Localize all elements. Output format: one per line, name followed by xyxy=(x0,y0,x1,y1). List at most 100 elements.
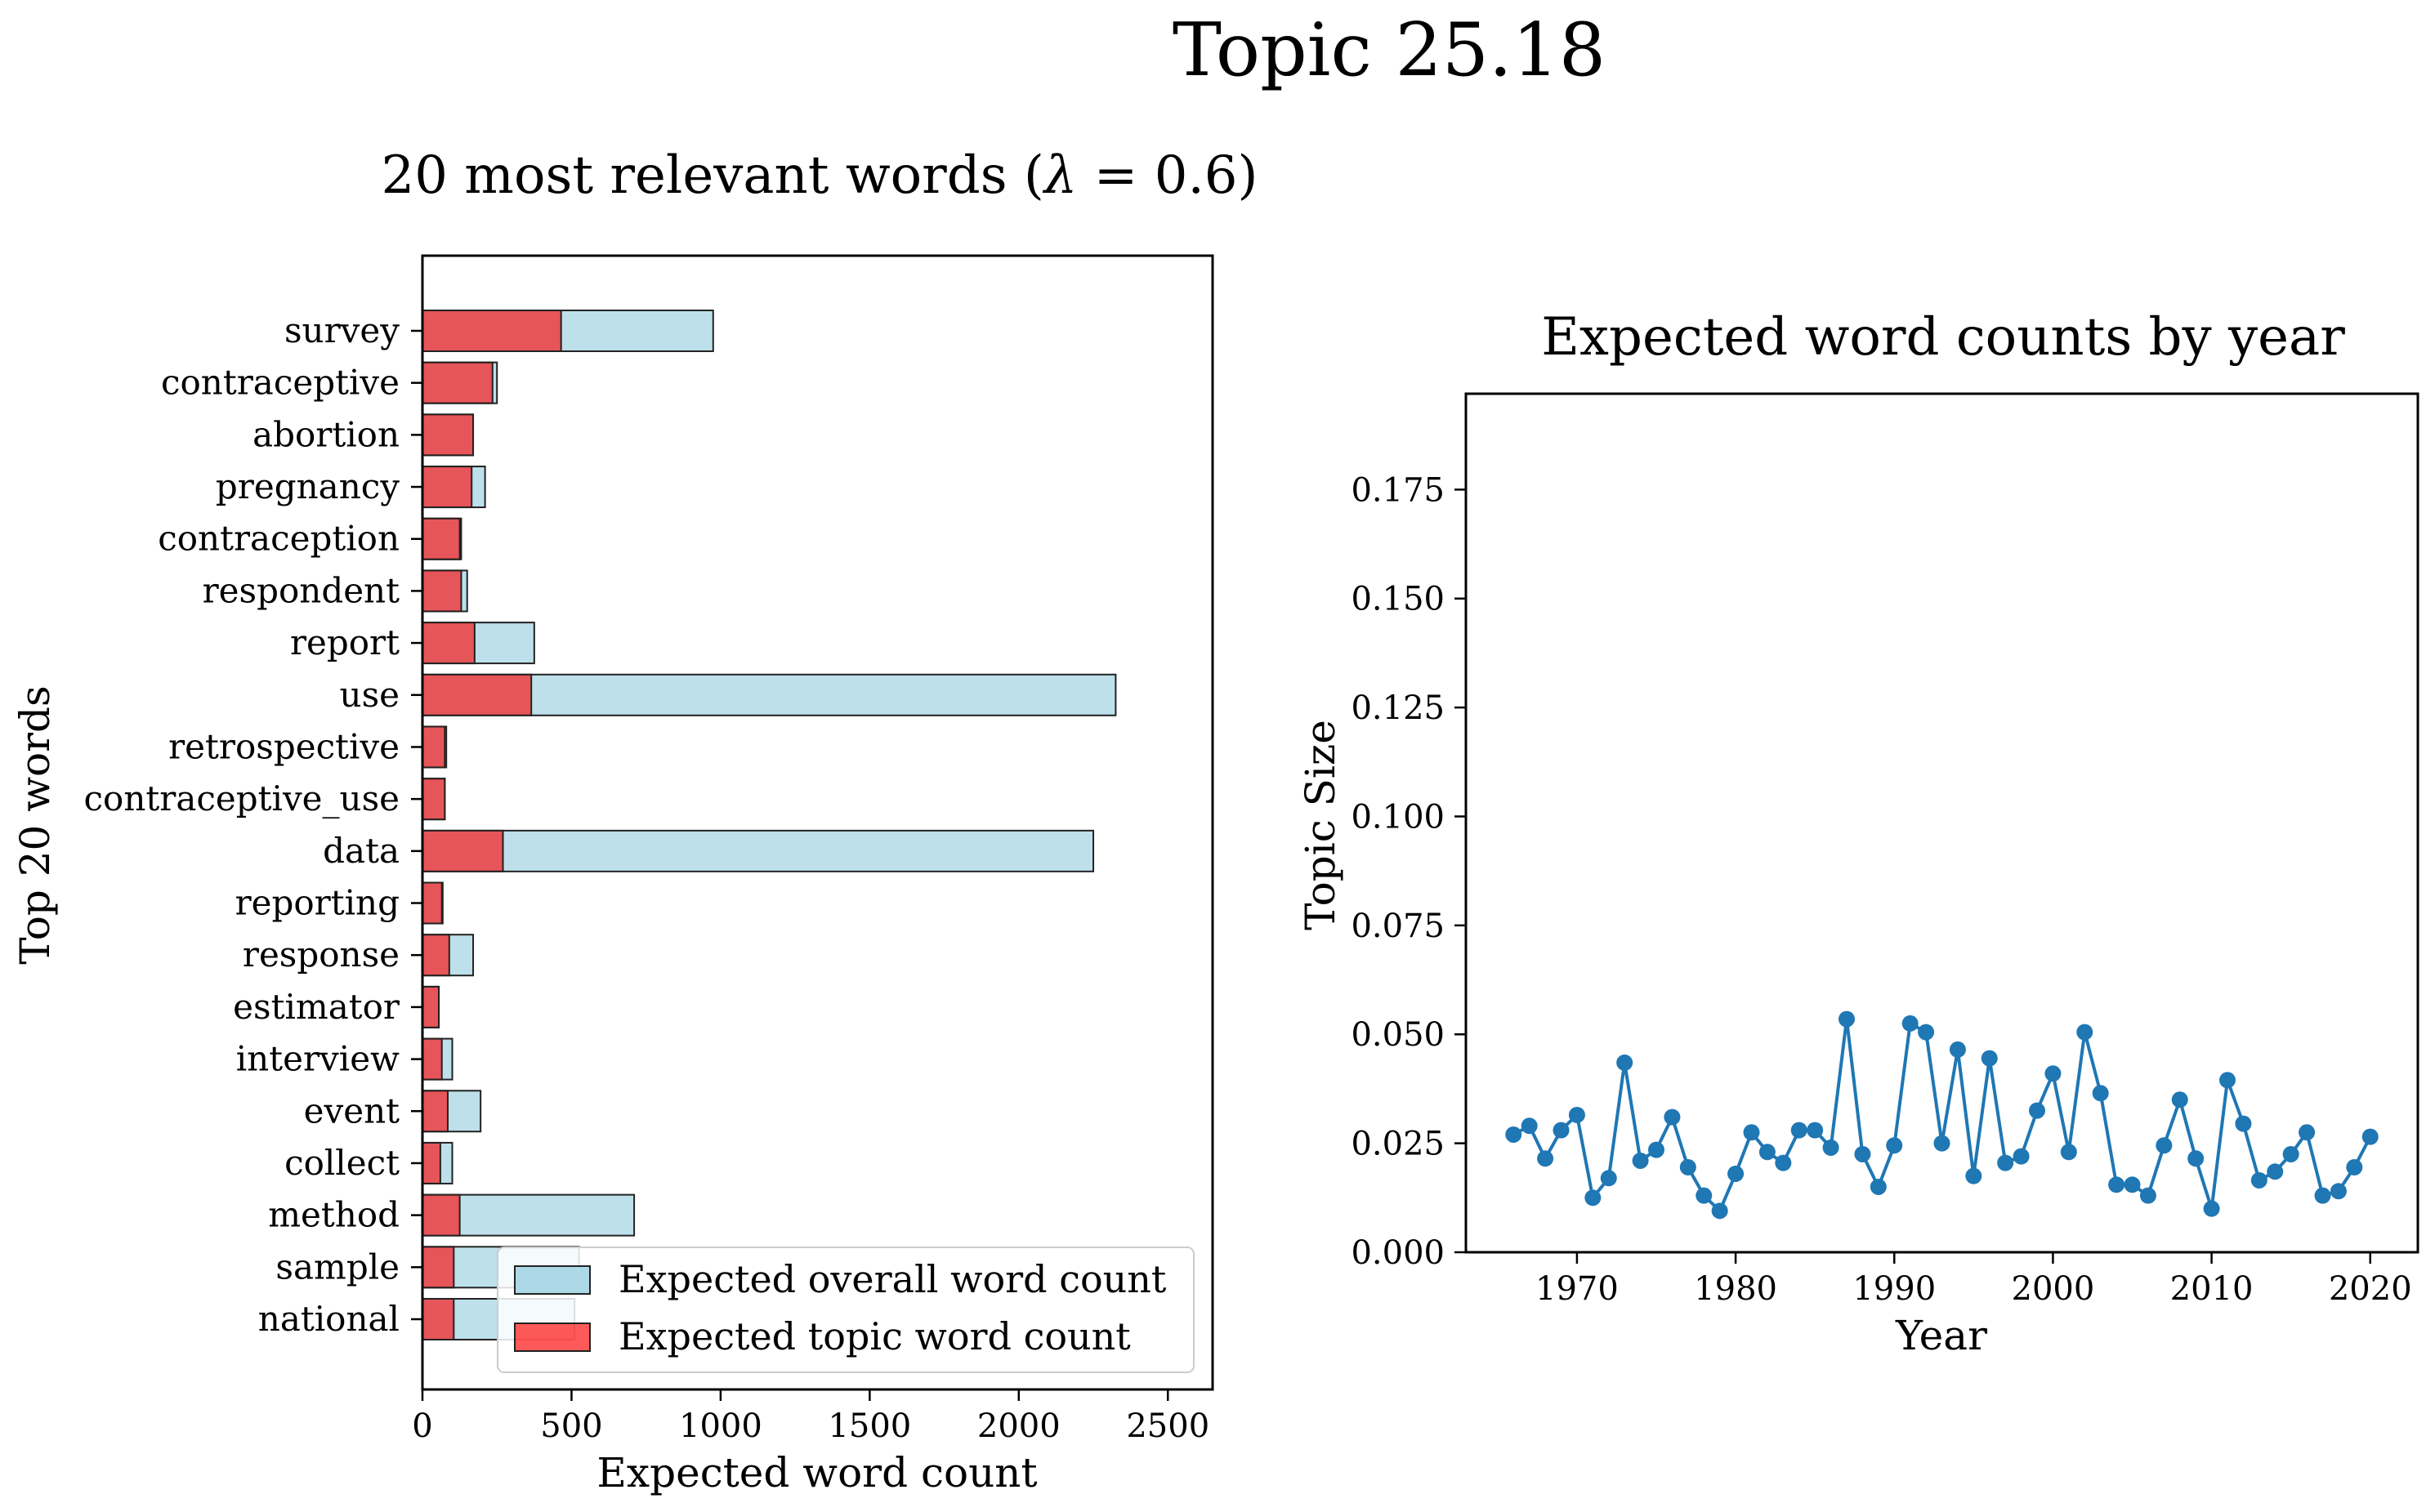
x-tick-label: 2000 xyxy=(2012,1270,2095,1308)
bar-topic-estimator xyxy=(422,985,440,1028)
bar-topic-contraceptive xyxy=(422,361,494,404)
bar-chart-legend: Expected overall word count Expected top… xyxy=(497,1247,1195,1373)
line-point-1967 xyxy=(1521,1117,1538,1135)
line-point-2003 xyxy=(2092,1085,2109,1102)
legend-swatch-topic xyxy=(514,1322,591,1352)
bar-topic-response xyxy=(422,934,450,977)
line-chart-title: Expected word counts by year xyxy=(1541,307,2345,368)
bar-topic-pregnancy xyxy=(422,466,473,509)
x-tick-label: 1990 xyxy=(1852,1270,1936,1308)
line-point-1974 xyxy=(1632,1152,1649,1169)
bar-topic-sample xyxy=(422,1246,455,1289)
line-point-1978 xyxy=(1696,1187,1713,1204)
line-point-2017 xyxy=(2314,1187,2331,1204)
line-point-1968 xyxy=(1537,1150,1554,1167)
line-point-1975 xyxy=(1648,1141,1664,1158)
line-point-1980 xyxy=(1727,1165,1745,1182)
bar-chart-frame xyxy=(421,254,1214,1391)
bar-chart-y-axis-label: Top 20 words xyxy=(11,685,59,964)
y-tick-label: 0.100 xyxy=(1351,798,1445,836)
line-point-2001 xyxy=(2060,1144,2077,1161)
line-point-1982 xyxy=(1758,1144,1776,1161)
line-point-1981 xyxy=(1743,1124,1760,1141)
x-tick-label: 2500 xyxy=(1126,1407,1209,1445)
line-point-2004 xyxy=(2108,1176,2125,1193)
y-tick-label: 0.000 xyxy=(1351,1234,1445,1272)
line-point-1987 xyxy=(1839,1010,1855,1028)
line-point-2011 xyxy=(2219,1072,2236,1089)
line-point-1984 xyxy=(1790,1122,1807,1139)
y-tick-label: 0.150 xyxy=(1351,581,1445,618)
bar-chart-x-axis-label: Expected word count xyxy=(596,1449,1037,1496)
line-point-2006 xyxy=(2139,1187,2156,1204)
bar-topic-survey xyxy=(422,310,562,352)
line-point-1995 xyxy=(1965,1167,1982,1184)
legend-swatch-overall xyxy=(514,1265,591,1295)
x-tick-label: 500 xyxy=(540,1407,602,1445)
y-tick-label-response: response xyxy=(243,934,400,975)
bar-topic-contraception xyxy=(422,517,461,560)
bar-chart-x-ticks: 0 500 1000 1500 2000 2500 xyxy=(412,1389,1209,1445)
bar-overall-data xyxy=(422,829,1095,872)
line-chart-series xyxy=(1505,1010,2379,1220)
line-point-1988 xyxy=(1854,1145,1871,1162)
bar-topic-retrospective xyxy=(422,725,446,769)
line-point-1985 xyxy=(1807,1122,1824,1139)
y-tick-label: 0.175 xyxy=(1351,471,1445,509)
line-point-2007 xyxy=(2156,1137,2173,1154)
line-chart-y-ticks: 0.000 0.025 0.050 0.075 0.100 0.125 0.150 0.175 xyxy=(1351,471,1466,1272)
line-point-2013 xyxy=(2250,1171,2267,1189)
bar-topic-use xyxy=(422,673,533,716)
line-point-2009 xyxy=(2187,1150,2205,1167)
line-point-1993 xyxy=(1933,1135,1950,1152)
line-chart-x-axis-label: Year xyxy=(1895,1312,1987,1359)
line-point-2016 xyxy=(2299,1124,2316,1141)
line-point-2015 xyxy=(2282,1145,2299,1162)
line-point-1997 xyxy=(1997,1154,2014,1171)
line-point-1989 xyxy=(1870,1178,1887,1195)
x-tick-label: 1980 xyxy=(1694,1270,1777,1308)
bar-chart-title: 20 most relevant words (λ = 0.6) xyxy=(382,145,1258,206)
line-point-1966 xyxy=(1505,1126,1522,1143)
line-point-2020 xyxy=(2361,1128,2379,1145)
y-tick-label-sample: sample xyxy=(275,1247,400,1287)
line-point-1996 xyxy=(1981,1050,1998,1067)
x-tick-label: 2010 xyxy=(2170,1270,2254,1308)
x-tick-label: 2020 xyxy=(2329,1270,2412,1308)
bar-topic-collect xyxy=(422,1141,441,1184)
bar-topic-event xyxy=(422,1090,449,1133)
y-tick-label-contraception: contraception xyxy=(158,519,400,559)
bar-topic-report xyxy=(422,622,476,665)
x-tick-label: 2000 xyxy=(977,1407,1061,1445)
line-point-2008 xyxy=(2171,1091,2188,1108)
y-tick-label: 0.025 xyxy=(1351,1126,1445,1163)
bar-chart: 20 most relevant words (λ = 0.6) survey c… xyxy=(11,145,1258,1496)
bar-chart-bars xyxy=(422,310,1117,1340)
bar-topic-data xyxy=(422,829,504,872)
line-chart-x-ticks: 1970 1980 1990 2000 2010 2020 xyxy=(1535,1252,2412,1308)
line-point-1976 xyxy=(1664,1108,1681,1126)
line-point-1979 xyxy=(1711,1202,1728,1220)
line-point-1999 xyxy=(2029,1102,2045,1119)
line-point-1977 xyxy=(1679,1158,1696,1175)
line-point-1986 xyxy=(1822,1139,1839,1156)
y-tick-label-event: event xyxy=(304,1091,400,1131)
line-point-2010 xyxy=(2203,1200,2220,1217)
y-tick-label-respondent: respondent xyxy=(203,570,400,610)
legend-label-overall: Expected overall word count xyxy=(619,1257,1167,1301)
y-tick-label-interview: interview xyxy=(236,1039,400,1079)
bar-topic-interview xyxy=(422,1037,443,1081)
x-tick-label: 1000 xyxy=(679,1407,762,1445)
legend-label-topic: Expected topic word count xyxy=(619,1314,1131,1358)
y-tick-label-estimator: estimator xyxy=(233,987,400,1027)
line-point-2000 xyxy=(2044,1065,2062,1082)
line-chart-y-axis-label: Topic Size xyxy=(1297,720,1344,930)
line-point-1972 xyxy=(1600,1170,1617,1187)
y-tick-label-use: use xyxy=(340,675,400,715)
line-point-1990 xyxy=(1886,1137,1903,1154)
line-point-2012 xyxy=(2235,1115,2252,1132)
y-tick-label-contraceptive_use: contraceptive_use xyxy=(84,778,400,818)
line-point-1992 xyxy=(1918,1024,1935,1041)
line-point-1983 xyxy=(1775,1154,1792,1171)
